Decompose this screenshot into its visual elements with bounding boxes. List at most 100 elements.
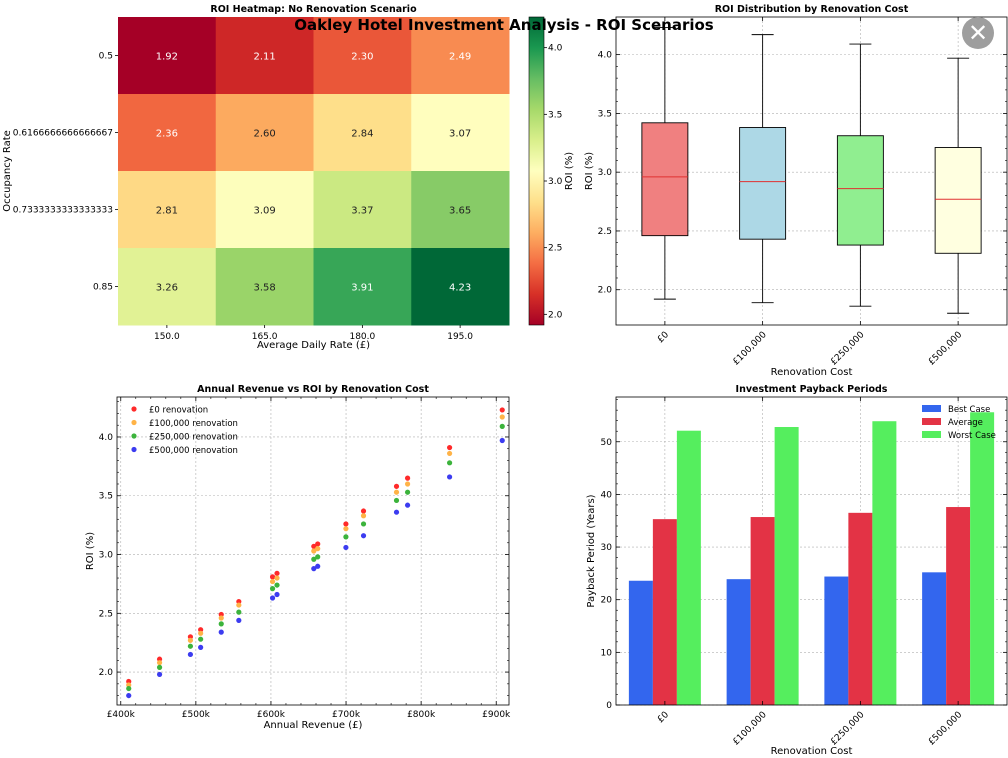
scatter-point: [393, 483, 400, 489]
y-tick-label: 0: [606, 701, 612, 711]
y-tick-label: 3.0: [99, 551, 114, 561]
scatter-point: [218, 629, 224, 635]
bar-title: Investment Payback Periods: [736, 384, 888, 395]
scatter-point: [360, 508, 367, 514]
heatmap-cell-label: 3.37: [351, 206, 373, 217]
scatter-point: [218, 621, 224, 627]
colorbar-tick-label: 3.5: [548, 110, 562, 120]
plot-frame: [615, 396, 1008, 706]
boxplot-title: ROI Distribution by Renovation Cost: [715, 4, 909, 15]
scatter-point: [198, 636, 204, 642]
y-tick-label: 30: [601, 543, 613, 553]
scatter-point: [236, 602, 242, 608]
heatmap-cell-label: 2.36: [156, 129, 178, 140]
y-tick-label: 10: [601, 648, 613, 658]
scatter-point: [311, 566, 317, 572]
legend-label: £500,000 renovation: [149, 446, 238, 456]
x-tick-label: £100,000: [731, 330, 769, 368]
legend-marker: [131, 446, 137, 453]
scatter-point: [156, 660, 163, 666]
payback-bar: [872, 421, 897, 705]
scatter-point: [446, 460, 453, 466]
heatmap-cell: [118, 248, 217, 326]
payback-bar: [774, 427, 799, 705]
colorbar: [528, 16, 545, 326]
x-tick-label: £900k: [482, 710, 511, 720]
heatmap-cell: [118, 94, 217, 172]
scatter-point: [269, 595, 276, 601]
y-tick-label: 0.85: [93, 283, 113, 293]
payback-bar: [652, 519, 677, 705]
y-tick-label: 0.5: [99, 52, 113, 62]
scatter-point: [311, 556, 317, 562]
heatmap-cell: [411, 171, 510, 249]
x-tick-label: £500,000: [927, 710, 965, 748]
heatmap-cell-label: 2.30: [351, 52, 373, 63]
heatmap-cell-label: 2.84: [351, 129, 373, 140]
heatmap-cell: [313, 248, 412, 326]
scatter-point: [446, 444, 453, 451]
scatter-point: [187, 643, 194, 649]
x-tick-label: 150.0: [154, 332, 180, 342]
scatter-point: [236, 617, 242, 623]
scatter-point: [360, 513, 367, 519]
y-tick-label: 0.6166666666666667: [13, 129, 113, 139]
scatter-point: [126, 692, 132, 699]
scatter-point: [315, 563, 321, 569]
legend-label: Best Case: [948, 405, 990, 415]
scatter-point: [187, 637, 194, 643]
scatter-point: [499, 414, 505, 420]
scatter-point: [360, 533, 367, 539]
legend-marker: [131, 419, 137, 426]
y-tick-label: 40: [601, 490, 613, 500]
heatmap-cell-label: 3.65: [449, 206, 471, 217]
y-tick-label: 50: [601, 438, 613, 448]
scatter-point: [343, 534, 349, 540]
x-tick-label: 165.0: [252, 332, 278, 342]
heatmap-y-label: Occupancy Rate: [2, 130, 13, 212]
y-tick-label: 2.5: [99, 609, 113, 619]
payback-bar: [970, 412, 995, 705]
x-tick-label: £100,000: [731, 710, 769, 748]
legend-swatch: [922, 418, 941, 425]
box: [836, 135, 884, 246]
payback-bar: [848, 512, 873, 705]
plot-frame: [116, 396, 510, 706]
boxplot-x-label: Renovation Cost: [771, 367, 853, 378]
x-tick-label: £500,000: [927, 330, 965, 368]
scatter-point: [360, 521, 367, 527]
payback-bar: [946, 507, 971, 705]
payback-bar: [824, 576, 849, 705]
scatter-point: [499, 407, 505, 413]
x-tick-label: £800k: [407, 710, 436, 720]
legend-label: Average: [948, 418, 983, 428]
y-tick-label: 4.0: [598, 51, 613, 61]
legend-marker: [131, 406, 137, 412]
scatter-point: [311, 548, 317, 554]
roi-boxplot: 2.0 2.5 3.0 3.5 4.0 £0 £100,000 £250,000 £500,00…: [584, 4, 1008, 378]
scatter-point: [404, 502, 411, 508]
scatter-point: [274, 582, 280, 588]
legend-label: £0 renovation: [149, 406, 208, 416]
heatmap-cell-label: 4.23: [449, 283, 471, 294]
y-tick-label: 2.5: [598, 227, 612, 237]
legend-label: Worst Case: [948, 431, 996, 441]
y-tick-label: 3.5: [99, 492, 113, 502]
heatmap-cell-label: 2.49: [449, 52, 471, 63]
plot-frame: [615, 16, 1008, 326]
y-tick-label: 4.0: [99, 433, 114, 443]
x-tick-label: £0: [656, 330, 671, 345]
scatter-point: [126, 685, 132, 692]
scatter-point: [393, 489, 400, 495]
legend-marker: [131, 433, 137, 439]
x-tick-label: £0: [656, 710, 671, 725]
heatmap-cell: [215, 17, 314, 95]
close-icon[interactable]: ✕: [962, 17, 994, 49]
y-tick-label: 3.0: [598, 168, 613, 178]
payback-bar: [750, 517, 775, 705]
scatter-point: [311, 543, 317, 549]
colorbar-tick-label: 3.0: [548, 177, 563, 187]
box: [934, 147, 982, 254]
legend-swatch: [922, 405, 941, 412]
payback-bar: [922, 572, 947, 705]
